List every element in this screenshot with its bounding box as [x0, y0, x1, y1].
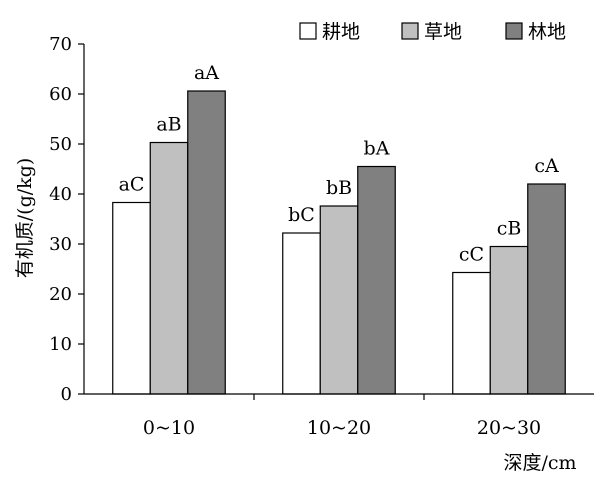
- x-tick-label: 0~10: [143, 417, 195, 439]
- bar: [489, 245, 529, 395]
- bar: [319, 205, 359, 395]
- legend-label: 林地: [528, 21, 566, 43]
- bars-layer: [112, 90, 566, 395]
- legend-swatch: [299, 22, 317, 40]
- bar-labels-layer: aC aB aA bC bB bA cC cB cA: [119, 62, 559, 266]
- y-tick-label: 30: [49, 234, 72, 255]
- bar: [149, 141, 189, 395]
- x-tick-label: 10~20: [307, 417, 371, 439]
- bar: [112, 201, 151, 395]
- x-tick-label: 20~30: [477, 417, 541, 439]
- bar-data-label: aB: [156, 114, 181, 136]
- bar: [282, 232, 321, 395]
- legend-label: 草地: [424, 21, 462, 43]
- bar-data-label: bC: [288, 204, 315, 226]
- bar-data-label: cC: [459, 244, 484, 266]
- bar-data-label: bA: [364, 138, 390, 160]
- y-axis-label: 有机质/(g/kg): [14, 158, 36, 278]
- y-tick-label: 20: [49, 284, 72, 305]
- bar-data-label: bB: [326, 177, 352, 199]
- y-tick-label: 50: [49, 134, 72, 155]
- bar: [527, 183, 566, 395]
- bar-data-label: cA: [534, 155, 559, 177]
- legend-swatch: [505, 22, 523, 40]
- legend: 耕地 草地 林地: [299, 21, 566, 43]
- y-ticks-layer: 0 10 20 30 40 50 60 70: [49, 34, 84, 405]
- bar-data-label: aA: [194, 62, 219, 84]
- y-tick-label: 70: [49, 34, 72, 55]
- bar: [357, 165, 396, 395]
- y-tick-label: 40: [49, 184, 72, 205]
- x-axis-label: 深度/cm: [503, 452, 576, 474]
- y-tick-label: 60: [49, 84, 72, 105]
- legend-label: 耕地: [322, 21, 360, 43]
- legend-swatch: [401, 22, 419, 40]
- bar: [187, 90, 226, 395]
- bar: [452, 271, 491, 395]
- bar-data-label: aC: [119, 174, 145, 196]
- y-tick-label: 10: [49, 334, 72, 355]
- x-ticks-layer: 0~10 10~20 20~30: [143, 394, 541, 439]
- y-tick-label: 0: [61, 384, 72, 405]
- bar-data-label: cB: [497, 218, 522, 240]
